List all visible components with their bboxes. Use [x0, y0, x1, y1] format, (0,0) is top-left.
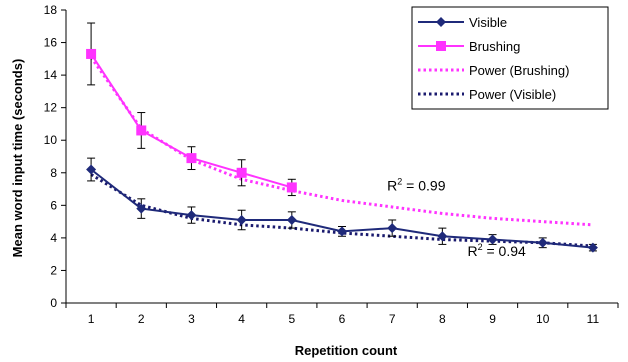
x-tick-label: 11 — [587, 312, 600, 326]
legend: Visible Brushing Power (Brushing) Power (Vi… — [411, 6, 609, 110]
series-layer — [86, 22, 598, 253]
legend-label: Power (Visible) — [469, 87, 556, 102]
y-tick-label: 4 — [50, 231, 57, 245]
brushing-point — [186, 153, 197, 164]
y-axis-title: Mean word input time (seconds) — [10, 59, 25, 258]
legend-label: Power (Brushing) — [469, 63, 569, 78]
visible-point — [136, 203, 147, 214]
x-tick-label: 3 — [188, 312, 195, 326]
y-tick-label: 10 — [44, 133, 58, 147]
legend-label: Visible — [469, 15, 507, 30]
legend-marker — [436, 17, 446, 27]
visible-point — [86, 164, 97, 175]
x-tick-label: 5 — [288, 312, 295, 326]
y-tick-label: 0 — [50, 296, 57, 310]
x-tick-label: 10 — [536, 312, 550, 326]
brushing-point — [136, 125, 147, 136]
visible-point — [437, 231, 448, 242]
y-tick-label: 18 — [44, 3, 58, 17]
visible-point — [186, 210, 197, 221]
legend-marker — [436, 41, 446, 51]
legend-label: Brushing — [469, 39, 520, 54]
y-tick-label: 12 — [44, 101, 58, 115]
visible-point — [286, 214, 297, 225]
y-tick-label: 2 — [50, 263, 57, 277]
visible-point — [337, 226, 347, 237]
visible-point — [487, 234, 498, 245]
brushing-point — [286, 182, 297, 193]
brushing-point — [86, 48, 97, 59]
y-tick-label: 16 — [44, 36, 58, 50]
y-tick-label: 8 — [50, 166, 57, 180]
y-axis: 0 2 4 6 8 10 12 14 16 18 — [44, 3, 67, 310]
x-axis: 1 2 3 4 5 6 7 8 9 10 11 — [65, 302, 619, 326]
visible-point — [537, 237, 548, 248]
y-tick-label: 6 — [50, 198, 57, 212]
visible-point — [587, 242, 598, 253]
legend-box — [411, 6, 609, 110]
visible-point — [387, 223, 398, 234]
x-tick-label: 8 — [439, 312, 446, 326]
power-visible-trendline — [90, 173, 594, 248]
x-axis-title: Repetition count — [295, 343, 398, 358]
x-tick-label: 2 — [138, 312, 145, 326]
x-tick-label: 4 — [238, 312, 245, 326]
r-squared-label: R2 = 0.94 — [467, 242, 526, 259]
annotations: R2 = 0.99 R2 = 0.94 — [387, 177, 526, 259]
x-tick-label: 6 — [339, 312, 346, 326]
r-squared-label: R2 = 0.99 — [387, 177, 446, 194]
x-tick-label: 7 — [389, 312, 396, 326]
x-tick-label: 9 — [489, 312, 496, 326]
y-tick-label: 14 — [44, 68, 58, 82]
visible-point — [236, 214, 247, 225]
brushing-point — [236, 167, 247, 178]
x-tick-label: 1 — [88, 312, 95, 326]
